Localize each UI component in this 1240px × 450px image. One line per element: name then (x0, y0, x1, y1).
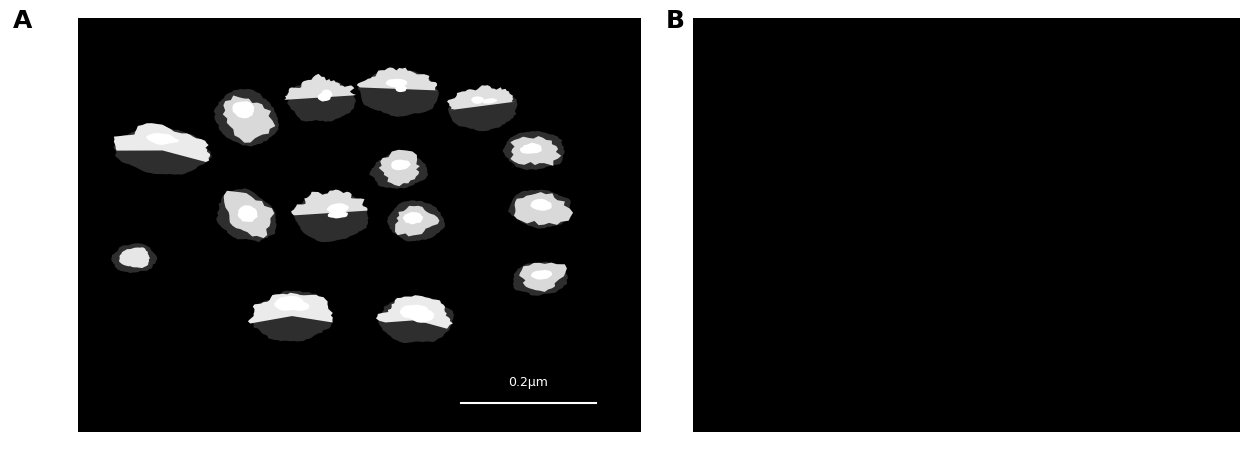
Polygon shape (396, 85, 407, 92)
Polygon shape (508, 189, 572, 229)
Polygon shape (153, 136, 167, 145)
Polygon shape (448, 85, 516, 110)
Polygon shape (531, 270, 552, 279)
Polygon shape (370, 153, 428, 189)
Polygon shape (238, 205, 258, 222)
Polygon shape (146, 133, 174, 144)
Polygon shape (112, 243, 157, 273)
Polygon shape (291, 189, 367, 215)
Polygon shape (482, 98, 497, 104)
Polygon shape (288, 81, 356, 122)
Text: B: B (666, 9, 684, 33)
Text: 0.2μm: 0.2μm (508, 376, 548, 388)
Polygon shape (223, 95, 275, 143)
Polygon shape (520, 263, 567, 292)
Polygon shape (317, 92, 331, 102)
Polygon shape (358, 69, 439, 117)
Polygon shape (387, 200, 445, 242)
Polygon shape (146, 135, 179, 143)
Polygon shape (396, 206, 439, 236)
Polygon shape (357, 68, 438, 90)
Polygon shape (520, 143, 542, 154)
Polygon shape (502, 131, 565, 170)
Polygon shape (448, 88, 517, 131)
Polygon shape (114, 123, 210, 162)
Polygon shape (119, 248, 150, 268)
Polygon shape (223, 191, 274, 238)
Polygon shape (213, 89, 279, 147)
Polygon shape (471, 96, 484, 104)
Polygon shape (216, 188, 277, 242)
Polygon shape (321, 90, 332, 98)
Polygon shape (252, 291, 332, 342)
Polygon shape (531, 199, 552, 211)
Text: A: A (12, 9, 32, 33)
Polygon shape (327, 211, 348, 218)
Polygon shape (284, 74, 356, 100)
Polygon shape (294, 193, 368, 242)
Polygon shape (403, 212, 423, 225)
Polygon shape (399, 305, 422, 318)
Polygon shape (376, 295, 453, 328)
Polygon shape (378, 296, 454, 343)
Polygon shape (291, 302, 310, 311)
Polygon shape (511, 136, 562, 166)
Polygon shape (409, 309, 434, 323)
Polygon shape (386, 79, 408, 87)
Polygon shape (513, 192, 573, 225)
Polygon shape (392, 159, 410, 170)
Polygon shape (327, 203, 348, 213)
Polygon shape (248, 293, 332, 324)
Polygon shape (274, 296, 304, 310)
Polygon shape (232, 101, 254, 118)
Polygon shape (275, 300, 291, 311)
Polygon shape (513, 261, 568, 296)
Polygon shape (378, 150, 420, 186)
Polygon shape (407, 305, 428, 313)
Polygon shape (113, 126, 212, 175)
